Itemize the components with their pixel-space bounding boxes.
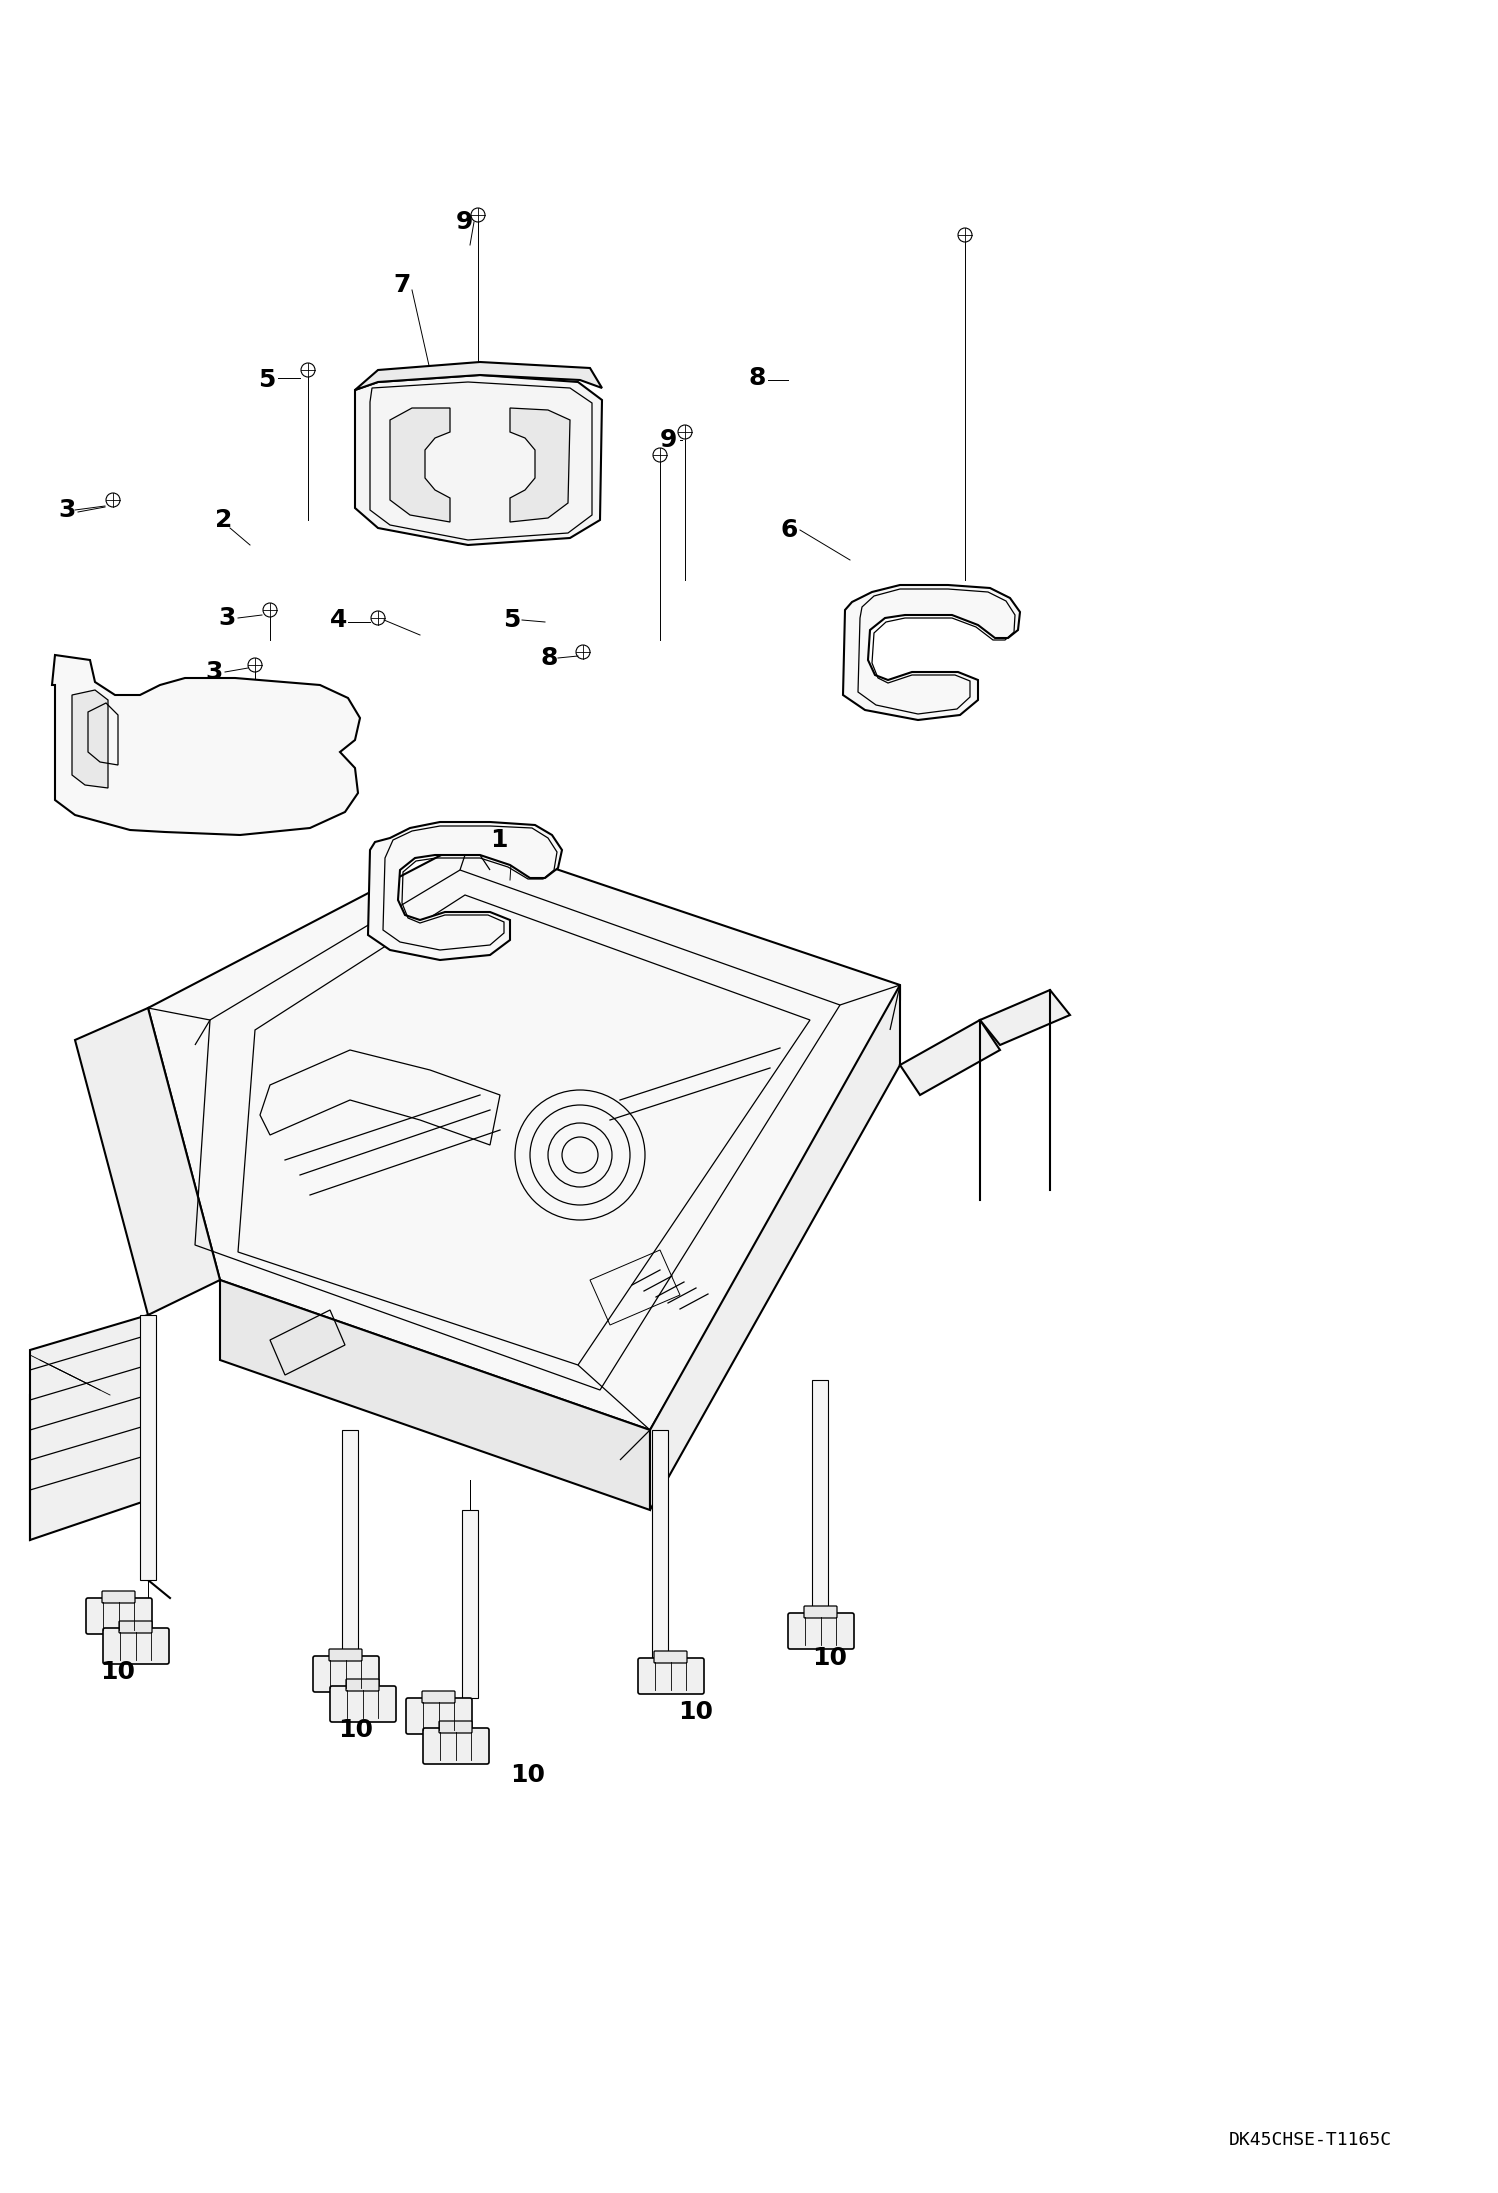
Text: 5: 5: [503, 607, 520, 632]
Polygon shape: [461, 1511, 478, 1697]
Text: 10: 10: [509, 1763, 545, 1787]
FancyBboxPatch shape: [804, 1605, 837, 1618]
Text: 3: 3: [205, 660, 222, 684]
Polygon shape: [843, 586, 1020, 719]
Text: 3: 3: [219, 605, 235, 629]
Text: 10: 10: [100, 1660, 135, 1684]
Polygon shape: [900, 1020, 1001, 1094]
Text: 8: 8: [748, 366, 765, 390]
Polygon shape: [72, 691, 108, 787]
Polygon shape: [342, 1430, 358, 1656]
FancyBboxPatch shape: [330, 1649, 363, 1660]
Polygon shape: [355, 375, 602, 546]
FancyBboxPatch shape: [655, 1651, 688, 1662]
Polygon shape: [75, 1009, 220, 1316]
Polygon shape: [652, 1430, 668, 1658]
FancyBboxPatch shape: [118, 1621, 151, 1634]
Text: 10: 10: [679, 1700, 713, 1724]
Text: 2: 2: [216, 509, 232, 533]
FancyBboxPatch shape: [103, 1627, 169, 1664]
Polygon shape: [220, 1281, 650, 1511]
Polygon shape: [148, 840, 900, 1430]
Polygon shape: [812, 1379, 828, 1614]
FancyBboxPatch shape: [788, 1614, 854, 1649]
FancyBboxPatch shape: [406, 1697, 472, 1735]
FancyBboxPatch shape: [102, 1590, 135, 1603]
FancyBboxPatch shape: [313, 1656, 379, 1693]
Text: 4: 4: [330, 607, 348, 632]
Text: 6: 6: [780, 518, 797, 542]
FancyBboxPatch shape: [422, 1728, 488, 1763]
Text: 9: 9: [455, 211, 473, 235]
Polygon shape: [980, 989, 1070, 1046]
Text: 8: 8: [539, 647, 557, 671]
Text: 7: 7: [392, 272, 410, 296]
FancyBboxPatch shape: [422, 1691, 455, 1704]
Text: 10: 10: [812, 1647, 846, 1671]
Polygon shape: [389, 408, 449, 522]
Text: DK45CHSE-T1165C: DK45CHSE-T1165C: [1228, 2132, 1392, 2149]
FancyBboxPatch shape: [85, 1599, 151, 1634]
Text: 3: 3: [58, 498, 75, 522]
FancyBboxPatch shape: [346, 1680, 379, 1691]
Polygon shape: [52, 656, 360, 836]
Polygon shape: [139, 1316, 156, 1579]
Text: 1: 1: [490, 829, 508, 853]
Text: 10: 10: [339, 1717, 373, 1741]
Polygon shape: [369, 822, 562, 961]
FancyBboxPatch shape: [638, 1658, 704, 1693]
Text: 9: 9: [661, 428, 677, 452]
Polygon shape: [355, 362, 602, 390]
FancyBboxPatch shape: [330, 1686, 395, 1722]
FancyBboxPatch shape: [439, 1722, 472, 1732]
Polygon shape: [509, 408, 571, 522]
Text: 5: 5: [258, 368, 276, 393]
Polygon shape: [650, 985, 900, 1511]
Polygon shape: [30, 1316, 148, 1539]
